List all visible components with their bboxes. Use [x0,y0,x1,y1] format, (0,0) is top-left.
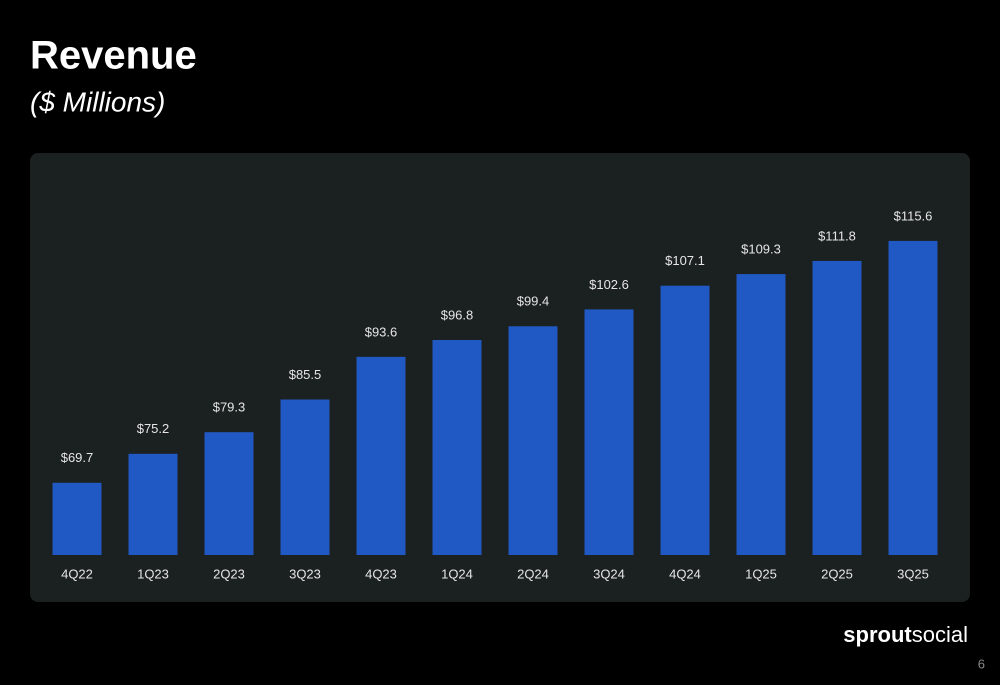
bar [356,356,406,555]
x-tick-label: 4Q23 [365,566,397,581]
bar [660,285,710,555]
chart-panel [30,153,970,602]
bar [584,309,634,555]
bar [508,326,558,555]
x-tick-label: 2Q25 [821,566,853,581]
value-label: $102.6 [589,277,629,292]
bar [128,453,178,555]
value-label: $115.6 [894,208,933,223]
x-tick-label: 2Q24 [517,566,549,581]
bar [888,240,938,555]
bar [52,482,102,555]
subtitle: ($ Millions) [30,86,165,117]
x-tick-label: 1Q24 [441,566,473,581]
value-label: $109.3 [741,242,781,257]
x-tick-label: 2Q23 [213,566,245,581]
bar [280,399,330,555]
x-tick-label: 3Q25 [897,566,929,581]
bar [204,432,254,555]
value-label: $96.8 [441,307,474,322]
value-label: $99.4 [517,294,550,309]
value-label: $69.7 [61,450,94,465]
x-tick-label: 4Q24 [669,566,701,581]
x-tick-label: 3Q23 [289,566,321,581]
bar [812,260,862,555]
x-tick-label: 1Q25 [745,566,777,581]
title: Revenue [30,34,197,78]
bar [736,274,786,555]
value-label: $85.5 [289,367,322,382]
page-number: 6 [978,656,985,671]
value-label: $79.3 [213,400,246,415]
logo-social: social [912,622,968,647]
x-tick-label: 3Q24 [593,566,625,581]
value-label: $93.6 [365,324,398,339]
value-label: $107.1 [665,253,705,268]
logo-sprout: sprout [843,622,912,647]
x-tick-label: 4Q22 [61,566,93,581]
x-tick-label: 1Q23 [137,566,169,581]
value-label: $111.8 [818,228,856,243]
logo: sproutsocial [843,622,968,647]
bar [432,339,482,555]
value-label: $75.2 [137,421,170,436]
